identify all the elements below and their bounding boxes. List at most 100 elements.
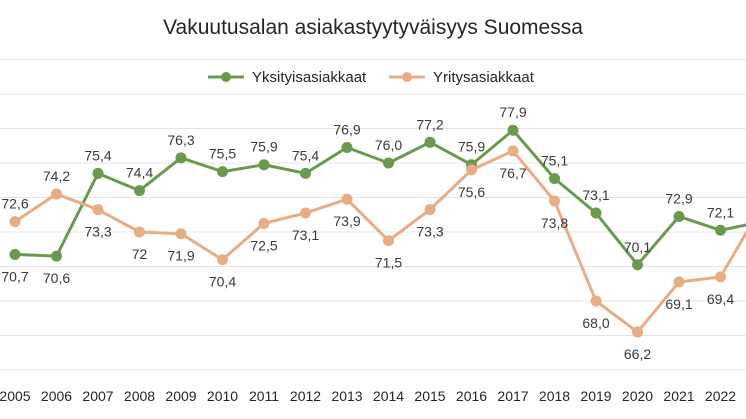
data-point: [632, 326, 643, 338]
data-point: [383, 235, 394, 247]
x-axis-ticks: 2005 2006 2007 2008 2009 2010 2011 2012 2013 2014…: [0, 388, 736, 404]
legend-label: Yritysasiakkaat: [433, 69, 535, 86]
data-label: 75,5: [209, 146, 236, 162]
data-point: [466, 164, 477, 176]
data-label: 73,3: [416, 224, 443, 240]
data-point: [715, 271, 726, 283]
data-label: 75,9: [458, 139, 485, 155]
x-tick-label: 2013: [331, 388, 362, 404]
data-label: 73,3: [84, 224, 111, 240]
data-label: 75,1: [541, 153, 568, 169]
data-label: 72,5: [250, 237, 277, 253]
data-point: [300, 167, 311, 179]
legend: Yksityisasiakkaat Yritysasiakkaat: [208, 69, 535, 86]
data-label: 72,1: [707, 204, 734, 220]
data-label: 75,6: [458, 184, 485, 200]
data-point: [590, 207, 602, 219]
series: 70,7 70,6 75,4 74,4 76,3 75,5 75,9 75,4 76,9 76,0…: [1, 104, 746, 362]
data-label: 71,9: [167, 248, 194, 264]
x-tick-label: 2014: [373, 388, 404, 404]
legend-label: Yksityisasiakkaat: [252, 69, 367, 86]
x-tick-label: 2006: [41, 388, 72, 404]
legend-item: Yritysasiakkaat: [389, 69, 535, 86]
data-point: [92, 204, 104, 216]
data-label: 69,4: [707, 291, 734, 307]
data-label: 68,0: [582, 315, 609, 331]
data-point: [217, 254, 228, 266]
x-tick-label: 2005: [0, 388, 31, 404]
data-label: 70,7: [1, 268, 28, 284]
data-label: 75,4: [292, 147, 319, 163]
data-point: [715, 224, 726, 236]
series-yksityisasiakkaat: 70,7 70,6 75,4 74,4 76,3 75,5 75,9 75,4 76,9 76,0…: [1, 104, 746, 286]
data-point: [341, 193, 353, 205]
data-label: 70,6: [43, 270, 70, 286]
x-tick-label: 2008: [124, 388, 155, 404]
data-label: 76,7: [499, 165, 526, 181]
data-label: 75,4: [84, 147, 111, 163]
data-point: [673, 210, 685, 222]
gridlines: [0, 59, 746, 371]
data-label: 76,9: [333, 121, 360, 137]
data-point: [92, 167, 104, 179]
data-point: [258, 217, 270, 229]
data-point: [590, 295, 602, 307]
data-point: [217, 166, 228, 178]
series-yritysasiakkaat: 72,6 74,2 73,3 72 71,9 70,4 72,5 73,1 73,9 71,5 73…: [1, 145, 746, 362]
data-label: 73,9: [333, 213, 360, 229]
data-label: 77,2: [416, 116, 443, 132]
x-tick-label: 2007: [82, 388, 113, 404]
data-point: [300, 207, 311, 219]
data-point: [549, 173, 560, 185]
x-tick-label: 2010: [207, 388, 238, 404]
data-point: [134, 185, 145, 197]
data-point: [341, 141, 353, 153]
data-point: [673, 276, 685, 288]
x-tick-label: 2016: [456, 388, 487, 404]
data-point: [134, 226, 145, 238]
data-label: 69,1: [665, 296, 692, 312]
data-label: 75,9: [250, 139, 277, 155]
data-point: [9, 216, 21, 228]
data-point: [9, 248, 21, 260]
x-tick-label: 2017: [497, 388, 528, 404]
data-label: 73,8: [541, 215, 568, 231]
data-label: 72,6: [1, 196, 28, 212]
data-point: [175, 152, 187, 164]
chart-title: Vakuutusalan asiakastyytyväisyys Suomess…: [163, 16, 583, 39]
x-tick-label: 2015: [414, 388, 445, 404]
data-label: 73,1: [292, 227, 319, 243]
data-label: 66,2: [624, 346, 651, 362]
data-point: [51, 250, 62, 262]
data-label: 72: [132, 246, 148, 262]
data-label: 70,4: [209, 274, 236, 290]
data-label: 74,4: [126, 165, 153, 181]
data-label: 72,9: [665, 190, 692, 206]
data-label: 73,1: [582, 187, 609, 203]
data-point: [507, 145, 519, 157]
legend-marker: [221, 72, 231, 82]
x-tick-label: 2012: [290, 388, 321, 404]
data-point: [507, 124, 519, 136]
data-label: 77,9: [499, 104, 526, 120]
data-label: 76,3: [167, 132, 194, 148]
data-label: 70,1: [624, 239, 651, 255]
x-tick-label: 2009: [165, 388, 196, 404]
data-point: [424, 204, 436, 216]
data-point: [258, 159, 270, 171]
data-point: [424, 136, 436, 148]
data-point: [383, 157, 394, 169]
data-label: 76,0: [375, 137, 402, 153]
x-tick-label: 2020: [622, 388, 653, 404]
x-tick-label: 2022: [705, 388, 736, 404]
x-tick-label: 2018: [539, 388, 570, 404]
data-point: [632, 259, 643, 271]
data-point: [549, 195, 560, 207]
data-point: [51, 188, 62, 200]
x-tick-label: 2021: [663, 388, 694, 404]
legend-item: Yksityisasiakkaat: [208, 69, 367, 86]
x-tick-label: 2011: [249, 388, 279, 404]
legend-marker: [402, 72, 412, 82]
data-point: [175, 228, 187, 240]
